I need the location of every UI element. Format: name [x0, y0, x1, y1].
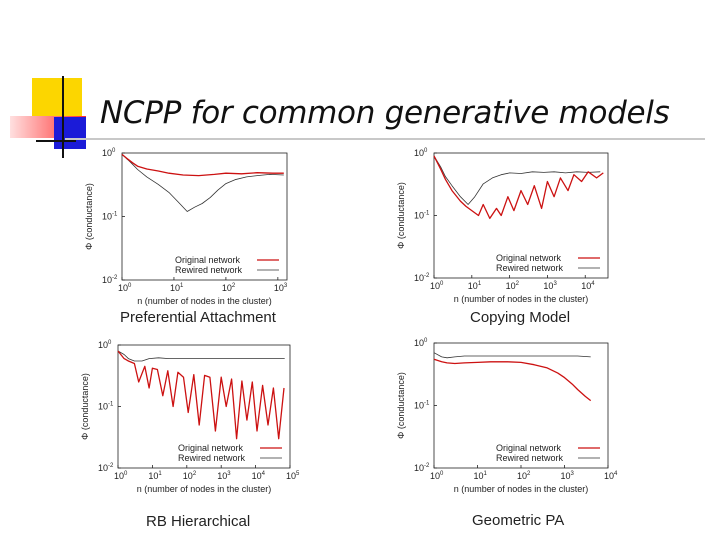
- legend-label: Original network: [496, 253, 562, 263]
- x-tick-label: 102: [506, 281, 520, 291]
- x-tick-label: 102: [517, 471, 531, 481]
- y-tick-label: 100: [98, 340, 112, 350]
- x-tick-label: 103: [561, 471, 575, 481]
- legend-label: Rewired network: [496, 453, 564, 463]
- x-tick-label: 103: [274, 283, 288, 293]
- y-tick-label: 10-2: [414, 273, 430, 283]
- x-tick-label: 101: [148, 471, 162, 481]
- x-tick-label: 100: [114, 471, 128, 481]
- series-rewired-line: [121, 154, 284, 212]
- caption-geometric-pa: Geometric PA: [472, 512, 565, 529]
- x-axis-label: n (number of nodes in the cluster): [454, 294, 589, 304]
- x-tick-label: 100: [118, 283, 132, 293]
- y-tick-label: 10-2: [98, 463, 114, 473]
- legend-label: Rewired network: [178, 453, 246, 463]
- legend-label: Original network: [496, 443, 562, 453]
- x-tick-label: 101: [468, 281, 482, 291]
- x-tick-label: 102: [222, 283, 236, 293]
- legend-label: Rewired network: [496, 263, 564, 273]
- chart-geometric-pa: 100 101 102 103 104 100 10-1 10-2 n (number of n…: [396, 338, 618, 494]
- y-tick-label: 10-1: [414, 401, 430, 411]
- x-tick-label: 101: [474, 471, 488, 481]
- series-rewired-line: [117, 350, 285, 362]
- x-tick-label: 100: [430, 471, 444, 481]
- y-axis-label: Φ (conductance): [396, 372, 406, 439]
- y-axis-label: Φ (conductance): [84, 183, 94, 250]
- x-axis-label: n (number of nodes in the cluster): [137, 484, 272, 494]
- legend-label: Rewired network: [175, 265, 243, 275]
- y-tick-label: 100: [414, 338, 428, 348]
- x-tick-label: 104: [604, 471, 618, 481]
- y-tick-label: 100: [102, 148, 116, 158]
- deco-blue-square: [54, 117, 86, 149]
- legend-label: Original network: [175, 255, 241, 265]
- x-tick-label: 104: [581, 281, 595, 291]
- title-rule: [65, 138, 705, 140]
- series-original-line: [121, 153, 284, 177]
- y-tick-label: 10-2: [102, 275, 118, 285]
- chart-preferential-attachment: 100 101 102 103 100 10-1 10-2 n (number of node…: [84, 148, 288, 306]
- series-rewired-line: [433, 155, 601, 205]
- series-original-line: [117, 350, 285, 440]
- x-tick-label: 104: [252, 471, 266, 481]
- x-tick-label: 102: [183, 471, 197, 481]
- chart-rb-hierarchical: 100 101 102 103 104 105 100 10-1 10-2 n (number o…: [80, 340, 300, 494]
- chart-copying-model: 100 101 102 103 104 100 10-1 10-2 n (number of n…: [396, 148, 609, 304]
- slide-title: NCPP for common generative models: [100, 95, 670, 131]
- caption-copying-model: Copying Model: [470, 309, 571, 326]
- x-tick-label: 100: [430, 281, 444, 291]
- series-original-line: [433, 358, 592, 402]
- x-tick-label: 103: [543, 281, 557, 291]
- y-tick-label: 10-1: [414, 211, 430, 221]
- x-tick-label: 105: [286, 471, 300, 481]
- caption-rb-hierarchical: RB Hierarchical: [146, 513, 251, 530]
- x-axis-label: n (number of nodes in the cluster): [137, 296, 272, 306]
- y-tick-label: 10-2: [414, 463, 430, 473]
- x-tick-label: 103: [217, 471, 231, 481]
- legend-label: Original network: [178, 443, 244, 453]
- series-rewired-line: [433, 352, 591, 359]
- x-tick-label: 101: [170, 283, 184, 293]
- y-tick-label: 100: [414, 148, 428, 158]
- deco-vertical-line: [62, 76, 64, 158]
- y-tick-label: 10-1: [98, 402, 114, 412]
- caption-preferential-attachment: Preferential Attachment: [120, 309, 276, 326]
- y-axis-label: Φ (conductance): [396, 182, 406, 249]
- deco-horizontal-line: [36, 140, 76, 142]
- x-axis-label: n (number of nodes in the cluster): [454, 484, 589, 494]
- y-axis-label: Φ (conductance): [80, 373, 90, 440]
- y-tick-label: 10-1: [102, 212, 118, 222]
- series-original-line: [433, 155, 604, 220]
